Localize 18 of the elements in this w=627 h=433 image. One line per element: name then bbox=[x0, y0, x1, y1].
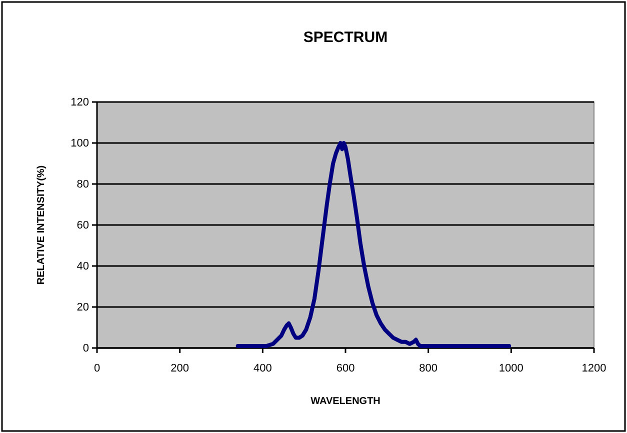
x-tick-label: 1200 bbox=[582, 362, 606, 374]
y-axis-title: RELATIVE INTENSITY(%) bbox=[36, 165, 47, 285]
x-tick-label: 1000 bbox=[498, 362, 524, 374]
x-tick-label: 0 bbox=[94, 362, 100, 374]
chart-title: SPECTRUM bbox=[303, 29, 388, 46]
y-tick-label: 60 bbox=[76, 220, 89, 232]
x-tick-label: 200 bbox=[170, 362, 190, 374]
x-tick-label: 600 bbox=[336, 362, 355, 374]
line-series bbox=[236, 141, 512, 348]
y-tick-label: 40 bbox=[76, 260, 89, 273]
y-tick-label: 80 bbox=[76, 178, 89, 191]
y-tick-label: 100 bbox=[70, 138, 89, 150]
y-tick-label: 0 bbox=[82, 342, 89, 355]
x-tick-label: 400 bbox=[253, 362, 272, 374]
x-tick-label: 800 bbox=[419, 362, 438, 374]
y-tick-label: 120 bbox=[70, 96, 89, 109]
y-tick-label: 20 bbox=[76, 302, 89, 314]
x-axis-title: WAVELENGTH bbox=[310, 396, 380, 407]
